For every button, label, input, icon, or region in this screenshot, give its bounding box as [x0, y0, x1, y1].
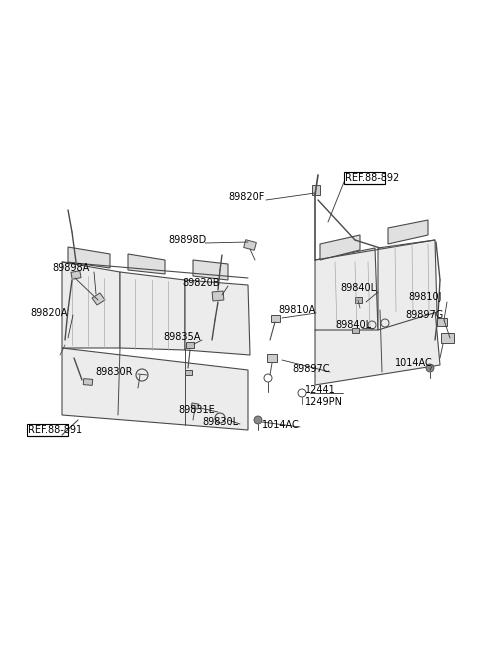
Polygon shape — [128, 254, 165, 274]
Polygon shape — [68, 247, 110, 268]
Polygon shape — [437, 318, 447, 326]
Text: 89810J: 89810J — [408, 292, 442, 302]
Text: REF.88-892: REF.88-892 — [345, 173, 399, 183]
Polygon shape — [315, 310, 440, 385]
Text: 89830L: 89830L — [202, 417, 238, 427]
Text: 12441: 12441 — [305, 385, 336, 395]
Polygon shape — [62, 262, 120, 348]
Polygon shape — [312, 185, 320, 195]
Polygon shape — [244, 239, 256, 251]
Bar — [27, 424, 68, 436]
Circle shape — [254, 416, 262, 424]
Polygon shape — [185, 280, 250, 355]
Polygon shape — [120, 272, 185, 350]
Text: 89898D: 89898D — [168, 235, 206, 245]
Polygon shape — [186, 342, 194, 348]
Polygon shape — [193, 260, 228, 280]
Polygon shape — [191, 403, 199, 409]
Polygon shape — [212, 291, 224, 301]
Polygon shape — [355, 297, 361, 303]
Text: 89820B: 89820B — [182, 278, 219, 288]
Text: 89831E: 89831E — [178, 405, 215, 415]
Text: 89897G: 89897G — [405, 310, 443, 320]
Text: 89840L: 89840L — [335, 320, 371, 330]
Polygon shape — [315, 248, 378, 330]
Text: 89835A: 89835A — [163, 332, 200, 342]
Polygon shape — [271, 314, 279, 321]
Polygon shape — [71, 271, 81, 279]
Polygon shape — [351, 327, 359, 333]
Polygon shape — [184, 369, 192, 375]
Text: 89897C: 89897C — [292, 364, 329, 374]
Text: REF.88-891: REF.88-891 — [28, 425, 82, 435]
Polygon shape — [441, 333, 454, 343]
Polygon shape — [267, 354, 277, 362]
Bar — [344, 173, 384, 184]
Text: 89810A: 89810A — [278, 305, 315, 315]
Polygon shape — [320, 235, 360, 260]
Text: 89840L: 89840L — [340, 283, 376, 293]
Polygon shape — [388, 220, 428, 244]
Polygon shape — [83, 379, 93, 385]
Polygon shape — [92, 293, 105, 305]
Polygon shape — [378, 240, 437, 330]
Text: 1014AC: 1014AC — [395, 358, 433, 368]
Text: 1249PN: 1249PN — [305, 397, 343, 407]
Polygon shape — [62, 348, 248, 430]
Text: 89820F: 89820F — [228, 192, 264, 202]
Text: 89898A: 89898A — [52, 263, 89, 273]
Text: 1014AC: 1014AC — [262, 420, 300, 430]
Circle shape — [426, 364, 434, 372]
Text: 89820A: 89820A — [30, 308, 67, 318]
Text: 89830R: 89830R — [95, 367, 132, 377]
